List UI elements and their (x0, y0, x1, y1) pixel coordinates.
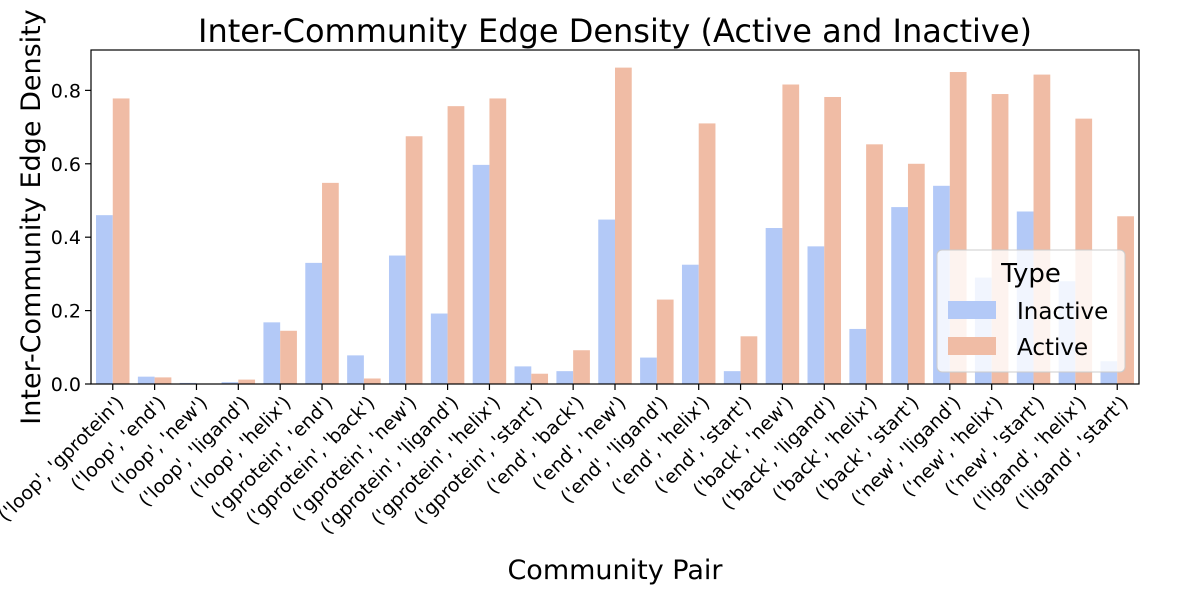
bar-inactive-11 (556, 371, 574, 384)
bar-active-13 (656, 299, 674, 384)
bar-active-15 (740, 336, 758, 384)
legend-label-inactive: Inactive (1017, 299, 1108, 325)
bar-active-18 (866, 144, 883, 384)
bar-active-10 (531, 373, 549, 384)
bar-inactive-19 (891, 207, 908, 384)
legend-label-active: Active (1017, 335, 1088, 361)
bar-active-3 (238, 379, 256, 384)
y-tick-label-0: 0.0 (51, 374, 81, 396)
bar-inactive-0 (96, 215, 113, 384)
y-tick-label-4: 0.8 (51, 80, 81, 102)
bar-active-8 (447, 106, 465, 384)
bar-inactive-16 (765, 228, 783, 384)
legend-title: Type (1000, 259, 1061, 289)
bar-active-4 (280, 330, 297, 384)
legend-swatch-inactive (948, 301, 996, 319)
bar-active-0 (112, 98, 130, 384)
chart-title: Inter-Community Edge Density (Active and… (198, 12, 1032, 50)
y-tick-label-1: 0.2 (51, 301, 81, 323)
bar-inactive-5 (305, 262, 323, 384)
bar-active-6 (363, 378, 381, 384)
x-axis-ticks: ('loop', 'gprotein')('loop', 'end')('loo… (0, 384, 1133, 539)
bar-inactive-10 (514, 366, 532, 384)
bar-active-16 (782, 84, 800, 384)
bar-active-14 (698, 123, 716, 384)
bar-inactive-6 (347, 355, 364, 384)
bar-inactive-18 (849, 328, 867, 384)
bar-inactive-15 (723, 371, 741, 384)
bar-inactive-17 (807, 246, 825, 384)
bar-inactive-4 (263, 322, 281, 384)
bar-inactive-1 (137, 376, 155, 384)
y-tick-label-2: 0.4 (51, 227, 81, 249)
bar-active-17 (824, 96, 842, 384)
x-axis-label: Community Pair (507, 555, 723, 586)
y-axis-ticks: 0.0 0.2 0.4 0.6 0.8 (51, 80, 91, 396)
bar-active-9 (489, 98, 507, 384)
legend: Type Inactive Active (936, 249, 1126, 373)
bar-inactive-3 (221, 382, 239, 384)
bar-active-7 (405, 136, 423, 384)
bar-active-12 (615, 67, 632, 385)
y-axis-label: Inter-Community Edge Density (16, 9, 47, 424)
bar-inactive-7 (388, 255, 406, 384)
legend-swatch-active (948, 337, 996, 355)
bar-active-5 (322, 182, 339, 384)
y-tick-label-3: 0.6 (51, 154, 81, 176)
bar-active-11 (573, 350, 590, 384)
bar-inactive-9 (472, 164, 490, 384)
bar-active-19 (907, 163, 925, 384)
bar-inactive-8 (430, 313, 448, 384)
bar-inactive-13 (640, 357, 657, 384)
bar-inactive-12 (598, 219, 615, 384)
bar-inactive-14 (681, 264, 699, 384)
bar-active-1 (154, 377, 172, 384)
